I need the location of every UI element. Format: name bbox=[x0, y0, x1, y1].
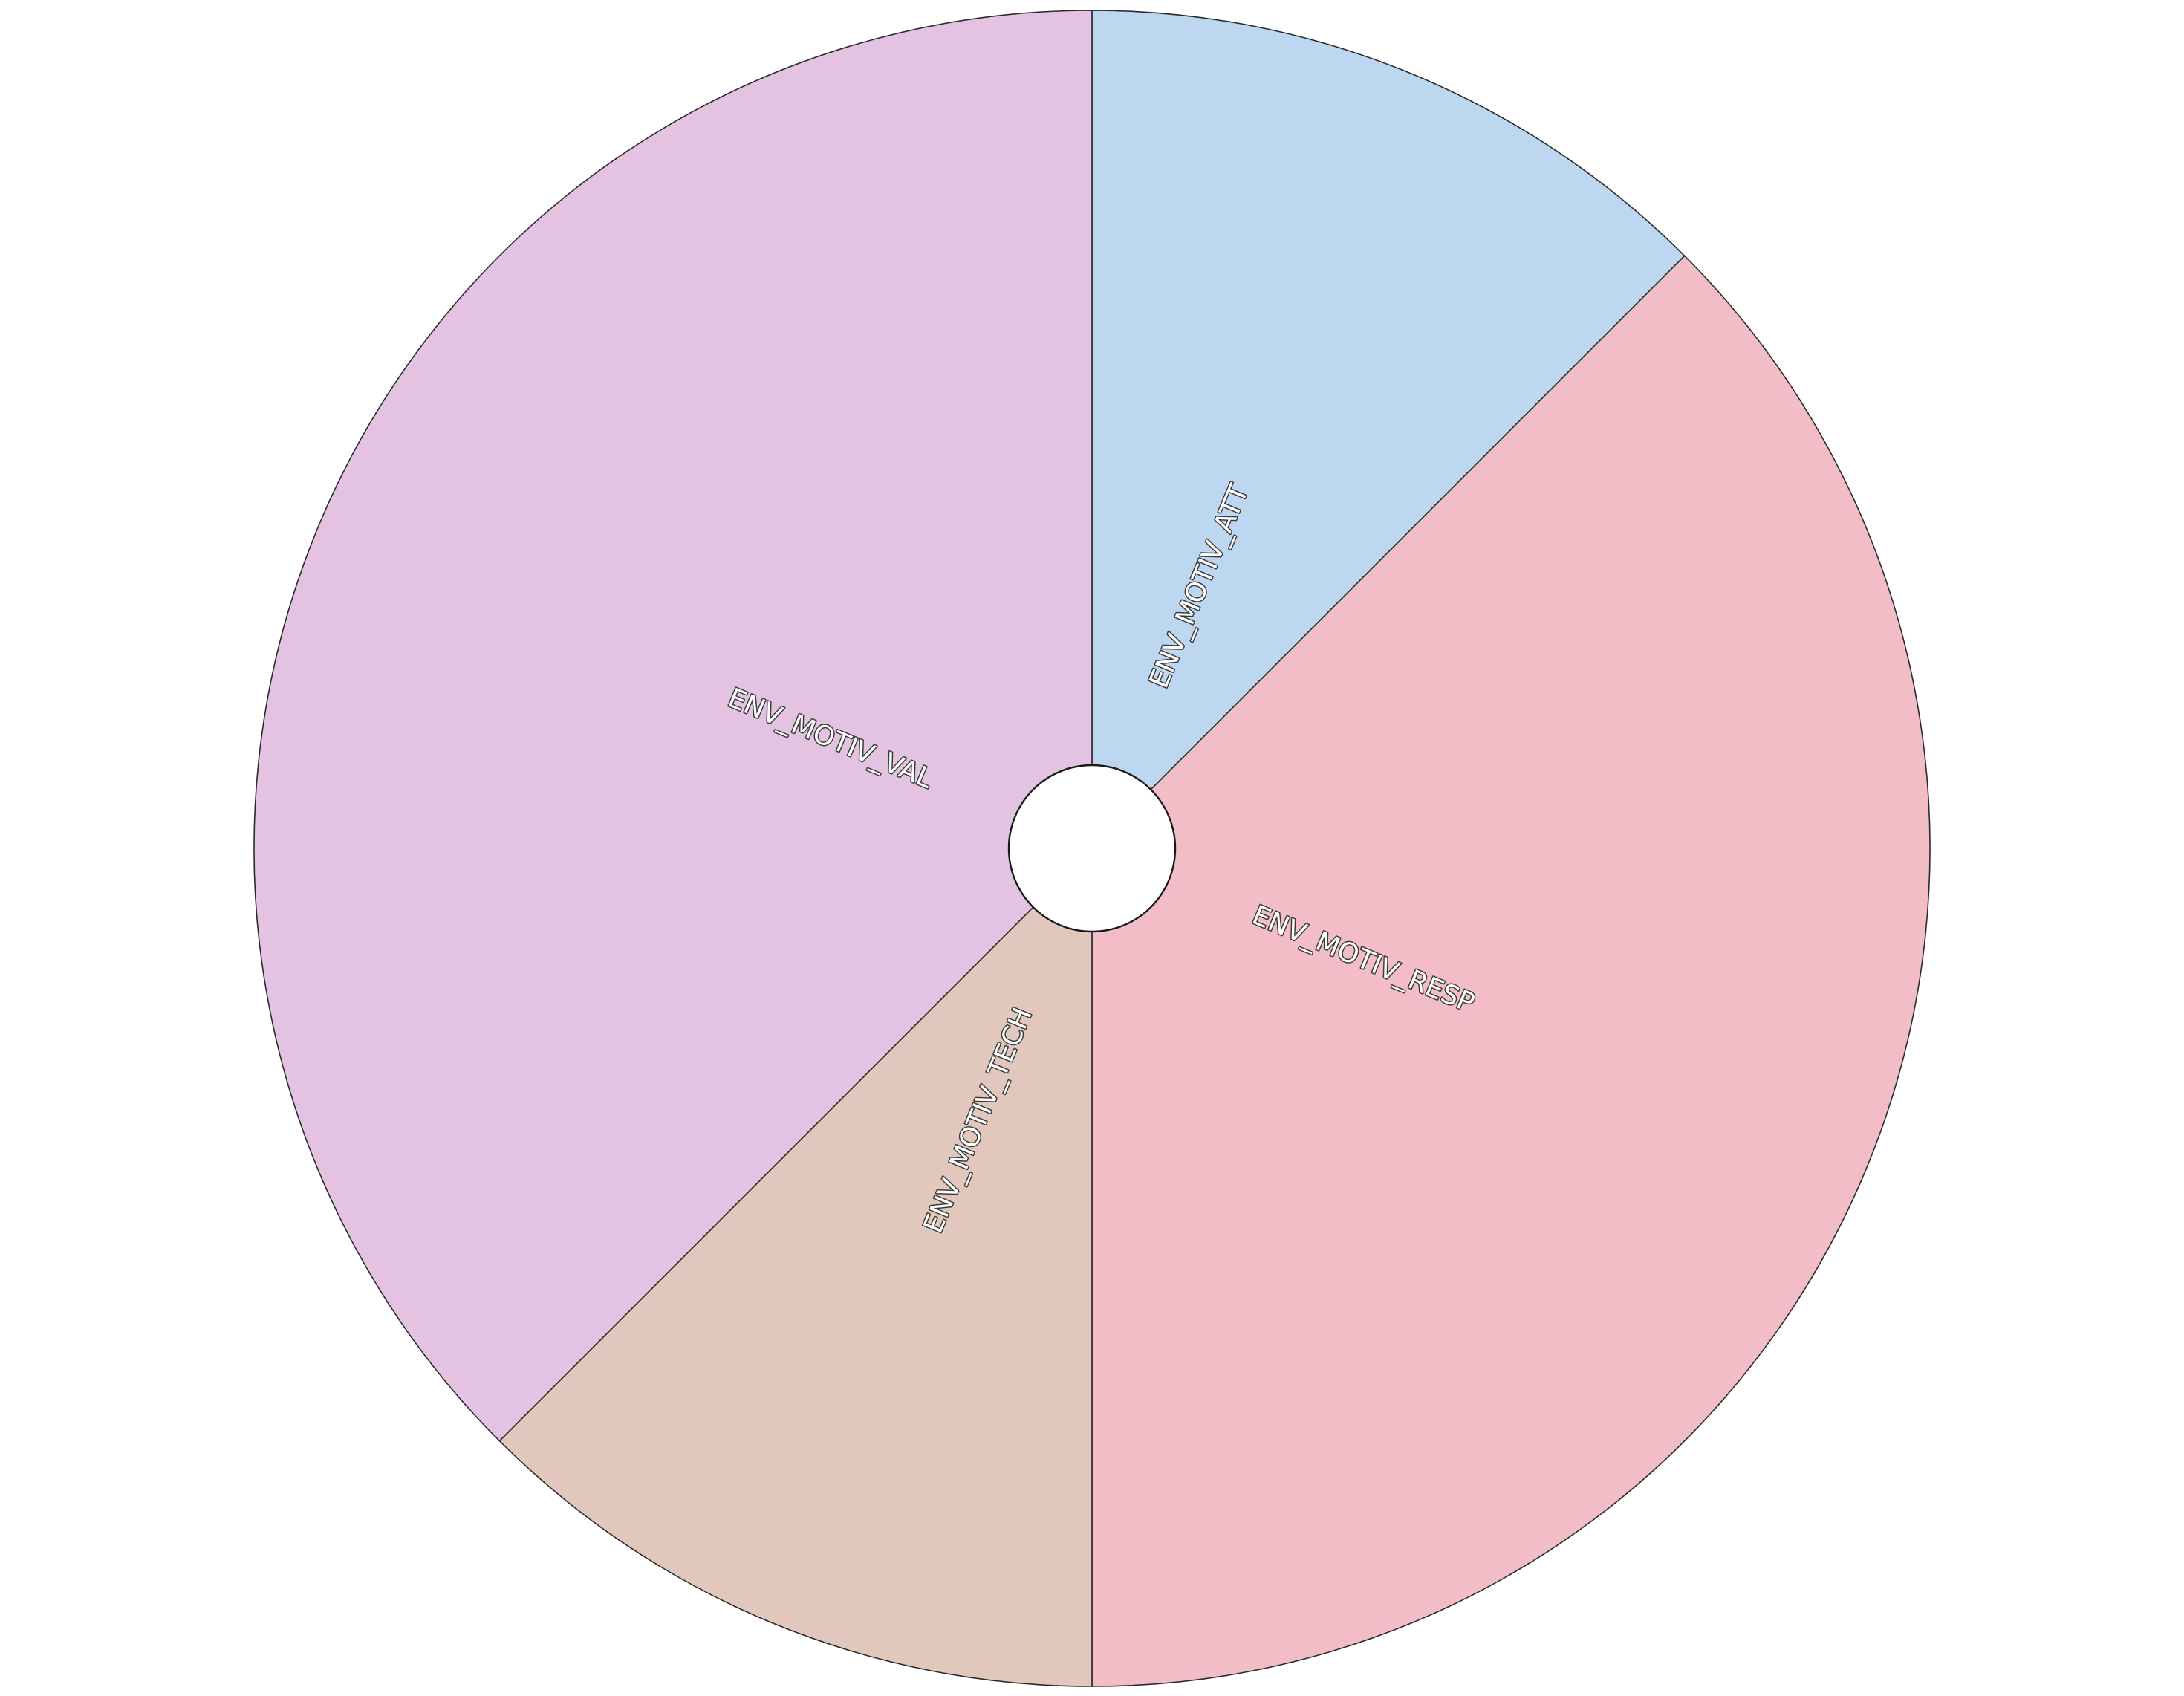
pie-slice-env-motiv-resp bbox=[1091, 255, 1931, 1687]
donut-hole bbox=[1007, 764, 1177, 933]
pie-slice-env-motiv-att bbox=[1091, 10, 1686, 850]
pie-slices bbox=[253, 10, 1931, 1687]
pie-slice-env-motiv-val bbox=[253, 10, 1093, 1442]
pie-slice-env-motiv-tech bbox=[498, 847, 1093, 1687]
